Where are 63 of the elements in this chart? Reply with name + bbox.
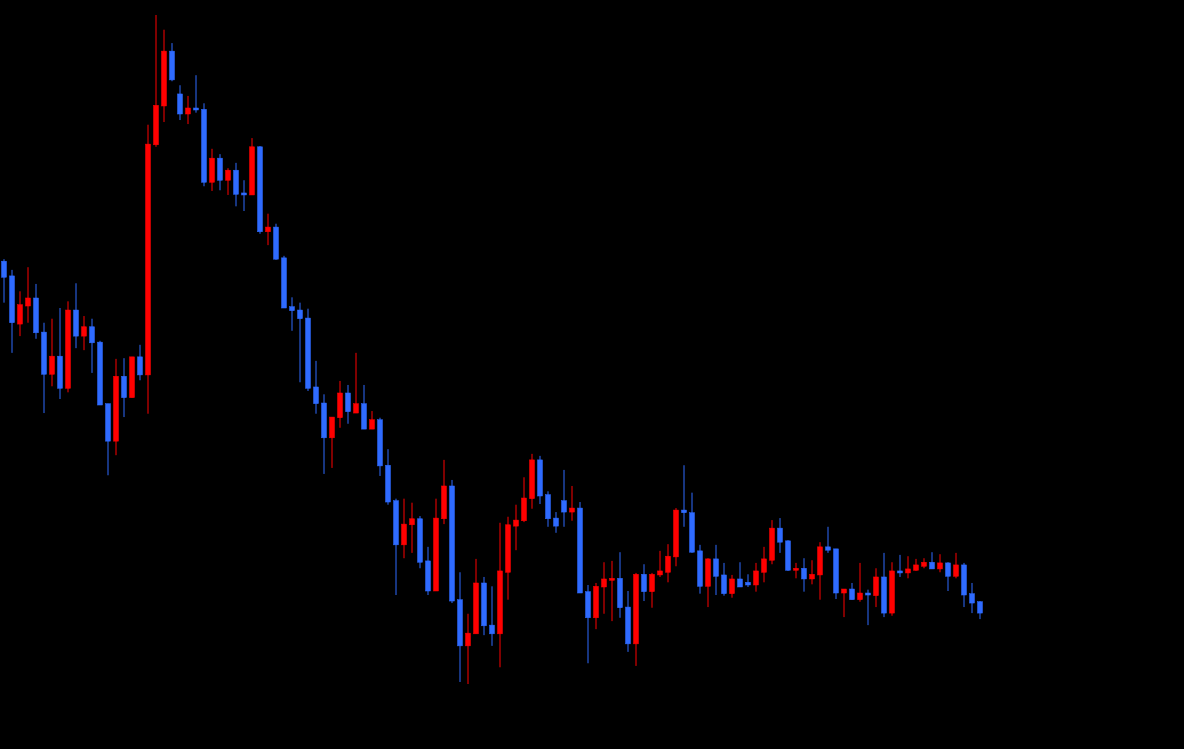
candlestick <box>217 153 223 191</box>
candlestick <box>865 589 871 626</box>
candlestick <box>409 502 415 554</box>
candlestick <box>969 582 975 614</box>
candlestick <box>225 167 231 196</box>
candlestick <box>801 557 807 593</box>
candlestick <box>25 266 31 324</box>
candlestick <box>953 552 959 579</box>
candlestick <box>289 296 295 332</box>
candlestick <box>609 560 615 622</box>
candlestick <box>649 572 655 609</box>
candlestick <box>17 290 23 337</box>
candlestick <box>873 567 879 608</box>
candlestick <box>713 544 719 596</box>
candlestick <box>561 469 567 528</box>
candlestick <box>1 258 7 304</box>
candlestick <box>369 410 375 430</box>
candlestick <box>777 517 783 554</box>
candlestick <box>937 553 943 573</box>
candlestick <box>825 526 831 554</box>
candlestick <box>977 600 983 620</box>
candlestick <box>681 464 687 528</box>
candlestick <box>809 559 815 585</box>
candlestick <box>905 555 911 579</box>
candlestick <box>761 546 767 583</box>
candlestick <box>81 315 87 351</box>
candlestick <box>89 318 95 374</box>
candlestick <box>745 573 751 588</box>
candlestick <box>521 476 527 523</box>
candlestick <box>297 302 303 383</box>
candlestick <box>489 585 495 647</box>
candlestick <box>897 554 903 578</box>
candlestick <box>513 504 519 551</box>
candlestick <box>177 84 183 121</box>
candlestick <box>737 561 743 588</box>
candlestick <box>241 179 247 212</box>
candlestick <box>553 511 559 534</box>
candlestick <box>657 550 663 578</box>
candlestick <box>185 95 191 125</box>
candlestick <box>345 384 351 425</box>
candlestick <box>753 562 759 593</box>
candlestick <box>137 344 143 381</box>
candlestick <box>193 74 199 114</box>
candlestick <box>945 561 951 592</box>
candlestick <box>265 213 271 246</box>
candlestick <box>569 485 575 522</box>
candlestick <box>921 557 927 569</box>
candlestick <box>641 563 647 602</box>
candlestick <box>729 574 735 599</box>
candlestick <box>401 498 407 559</box>
candlestick <box>313 360 319 415</box>
candlestick <box>841 588 847 618</box>
candlestick <box>353 352 359 414</box>
candlestick <box>793 562 799 579</box>
candlestick <box>857 562 863 603</box>
candlestick <box>329 416 335 469</box>
candlestick <box>465 613 471 685</box>
candlestick <box>601 561 607 615</box>
candlestick <box>49 318 55 387</box>
candlestick <box>929 551 935 570</box>
candlestick <box>121 357 127 418</box>
candlestick <box>665 543 671 583</box>
candlestick <box>721 562 727 597</box>
